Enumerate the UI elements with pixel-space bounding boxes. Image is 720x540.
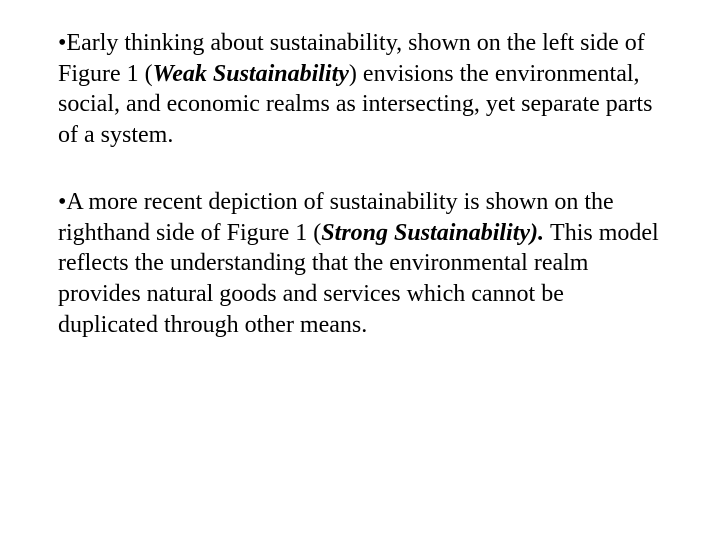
text-segment-emphasis: Strong Sustainability). [321,220,550,246]
bullet-paragraph-1: •Early thinking about sustainability, sh… [58,28,662,151]
bullet-paragraph-2: •A more recent depiction of sustainabili… [58,187,662,341]
text-segment-emphasis: Weak Sustainability [153,61,349,87]
